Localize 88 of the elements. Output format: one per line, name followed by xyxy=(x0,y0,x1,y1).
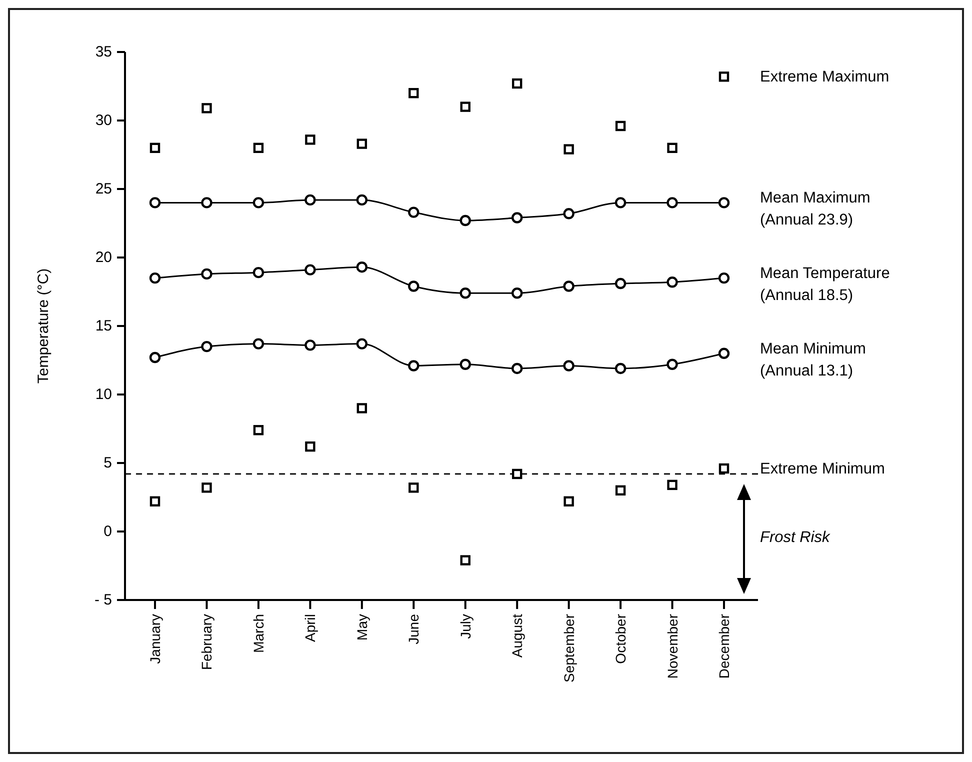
point xyxy=(666,276,678,288)
x-tick-label: March xyxy=(250,614,266,653)
point xyxy=(666,197,678,208)
x-tick-label: January xyxy=(147,614,163,664)
text: Frost Risk xyxy=(760,528,831,546)
point xyxy=(150,142,160,153)
point xyxy=(356,338,368,350)
point xyxy=(408,360,420,372)
point xyxy=(356,194,368,206)
text: Extreme Minimum xyxy=(760,460,885,478)
point xyxy=(305,441,316,452)
point xyxy=(460,214,471,226)
text: Mean Minimum (Annual 13.1) xyxy=(760,340,866,380)
y-tick-label: 20 xyxy=(95,249,112,266)
point xyxy=(356,403,368,414)
point xyxy=(201,197,212,208)
point xyxy=(408,482,419,493)
point xyxy=(512,468,522,480)
y-tick-label: 15 xyxy=(95,318,112,334)
point xyxy=(666,358,678,370)
point xyxy=(460,358,471,370)
x-tick-label: July xyxy=(457,614,474,639)
text: Extreme Maximum xyxy=(760,68,890,86)
point xyxy=(253,142,264,153)
x-tick-label: May xyxy=(354,614,370,640)
y-tick-label: 0 xyxy=(104,523,112,540)
y-tick-label: 35 xyxy=(95,44,112,60)
point xyxy=(252,338,264,350)
point xyxy=(563,208,574,220)
point xyxy=(718,72,730,82)
point xyxy=(252,266,264,278)
point xyxy=(201,340,212,352)
y-tick-label: 30 xyxy=(95,112,112,129)
point xyxy=(460,555,470,566)
point xyxy=(667,142,678,153)
point xyxy=(202,103,212,114)
point xyxy=(563,360,574,372)
x-tick-label: April xyxy=(302,614,318,642)
point xyxy=(667,480,678,490)
point xyxy=(149,272,161,284)
point xyxy=(356,261,368,273)
point xyxy=(718,197,730,208)
point xyxy=(150,496,160,506)
y-tick-label: 10 xyxy=(95,386,112,403)
point xyxy=(460,102,470,112)
point xyxy=(408,206,420,218)
y-tick-label: 25 xyxy=(95,180,112,198)
x-tick-label: June xyxy=(406,614,422,644)
point xyxy=(460,288,471,299)
x-tick-label: November xyxy=(664,614,680,679)
point xyxy=(304,264,316,276)
point xyxy=(563,280,574,292)
point xyxy=(408,280,420,292)
point xyxy=(615,120,626,132)
point xyxy=(718,348,730,359)
point xyxy=(564,496,574,506)
point xyxy=(511,288,523,299)
point xyxy=(304,340,316,351)
text: Mean Maximum (Annual 23.9) xyxy=(760,190,870,229)
point xyxy=(201,268,212,280)
point xyxy=(614,278,626,290)
point xyxy=(149,352,161,364)
point xyxy=(718,272,730,284)
point xyxy=(564,144,574,154)
point xyxy=(511,212,523,224)
point xyxy=(408,88,419,98)
y-axis-title: Temperature (°C) xyxy=(35,268,52,384)
point xyxy=(512,78,522,89)
point xyxy=(253,425,264,436)
point xyxy=(615,485,626,496)
point xyxy=(305,134,316,145)
x-tick-label: February xyxy=(198,614,215,670)
point xyxy=(614,362,626,374)
point xyxy=(252,197,264,208)
y-tick-label: - 5 xyxy=(94,592,112,608)
text: Mean Temperature (Annual 18.5) xyxy=(760,265,890,304)
x-tick-label: August xyxy=(509,614,526,658)
point xyxy=(614,197,626,208)
point xyxy=(356,138,368,149)
point xyxy=(202,482,212,493)
y-tick-label: 5 xyxy=(104,454,112,472)
point xyxy=(718,463,730,474)
point xyxy=(304,194,316,206)
x-tick-label: October xyxy=(612,614,629,664)
point xyxy=(511,362,523,374)
x-tick-label: December xyxy=(716,614,732,679)
point xyxy=(149,197,161,208)
x-tick-label: September xyxy=(560,614,577,682)
